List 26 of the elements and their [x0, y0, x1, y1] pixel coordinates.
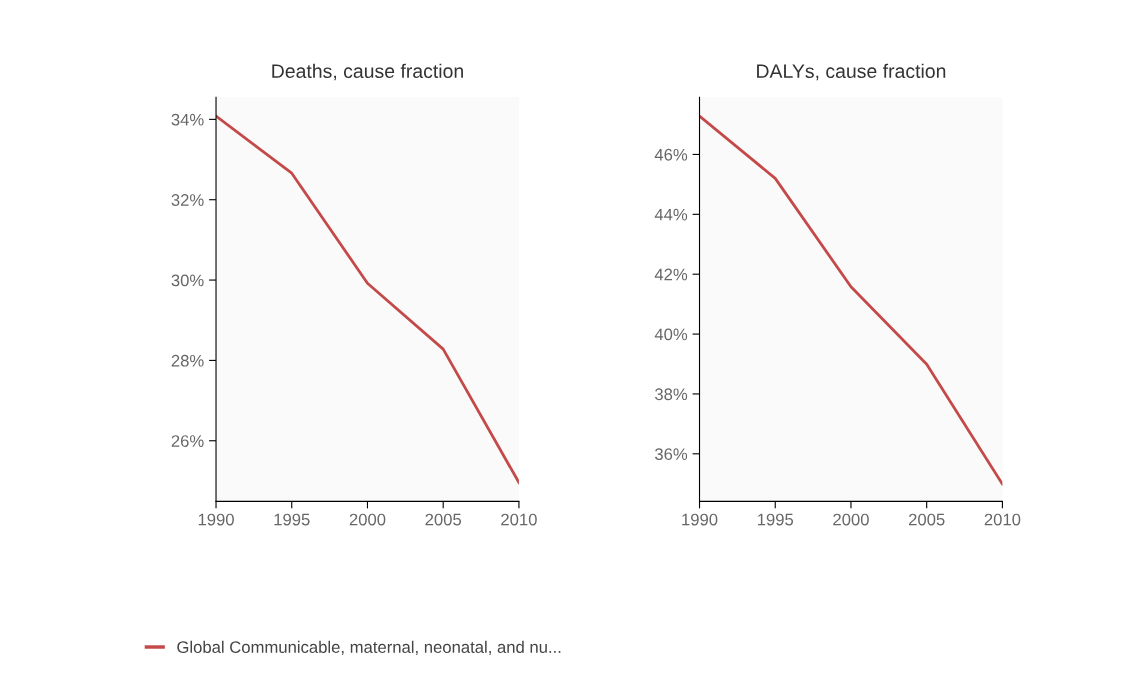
chart-title: DALYs, cause fraction: [757, 63, 946, 81]
y-tick-label: 44%: [654, 208, 688, 221]
y-tick-label: 26%: [171, 435, 204, 447]
y-tick-label: 42%: [654, 268, 688, 281]
y-tick-label: 30%: [171, 274, 204, 287]
x-tick-label: 1990: [198, 513, 234, 526]
x-tick-label: 2010: [984, 513, 1021, 526]
x-tick-label: 1995: [757, 513, 794, 526]
y-tick-label: 34%: [171, 113, 204, 126]
x-tick-label: 2005: [425, 513, 462, 526]
y-tick-label: 32%: [171, 194, 204, 206]
chart-title: Deaths, cause fraction: [272, 63, 463, 81]
x-tick-label: 2005: [908, 513, 945, 526]
y-tick-label: 28%: [171, 354, 204, 367]
y-tick-label: 46%: [654, 148, 688, 161]
line-series: [699, 114, 1003, 486]
line-series: [216, 114, 519, 484]
x-tick-label: 1995: [274, 513, 310, 526]
y-tick-label: 40%: [654, 328, 688, 341]
x-tick-label: 2000: [349, 513, 386, 526]
x-tick-label: 2000: [833, 513, 869, 526]
legend-label: Global Communicable, maternal, neonatal, and nu...: [177, 640, 561, 655]
y-tick-label: 38%: [654, 388, 688, 401]
x-tick-label: 1990: [682, 513, 718, 526]
y-tick-label: 36%: [654, 448, 688, 461]
x-tick-label: 2010: [501, 513, 537, 526]
